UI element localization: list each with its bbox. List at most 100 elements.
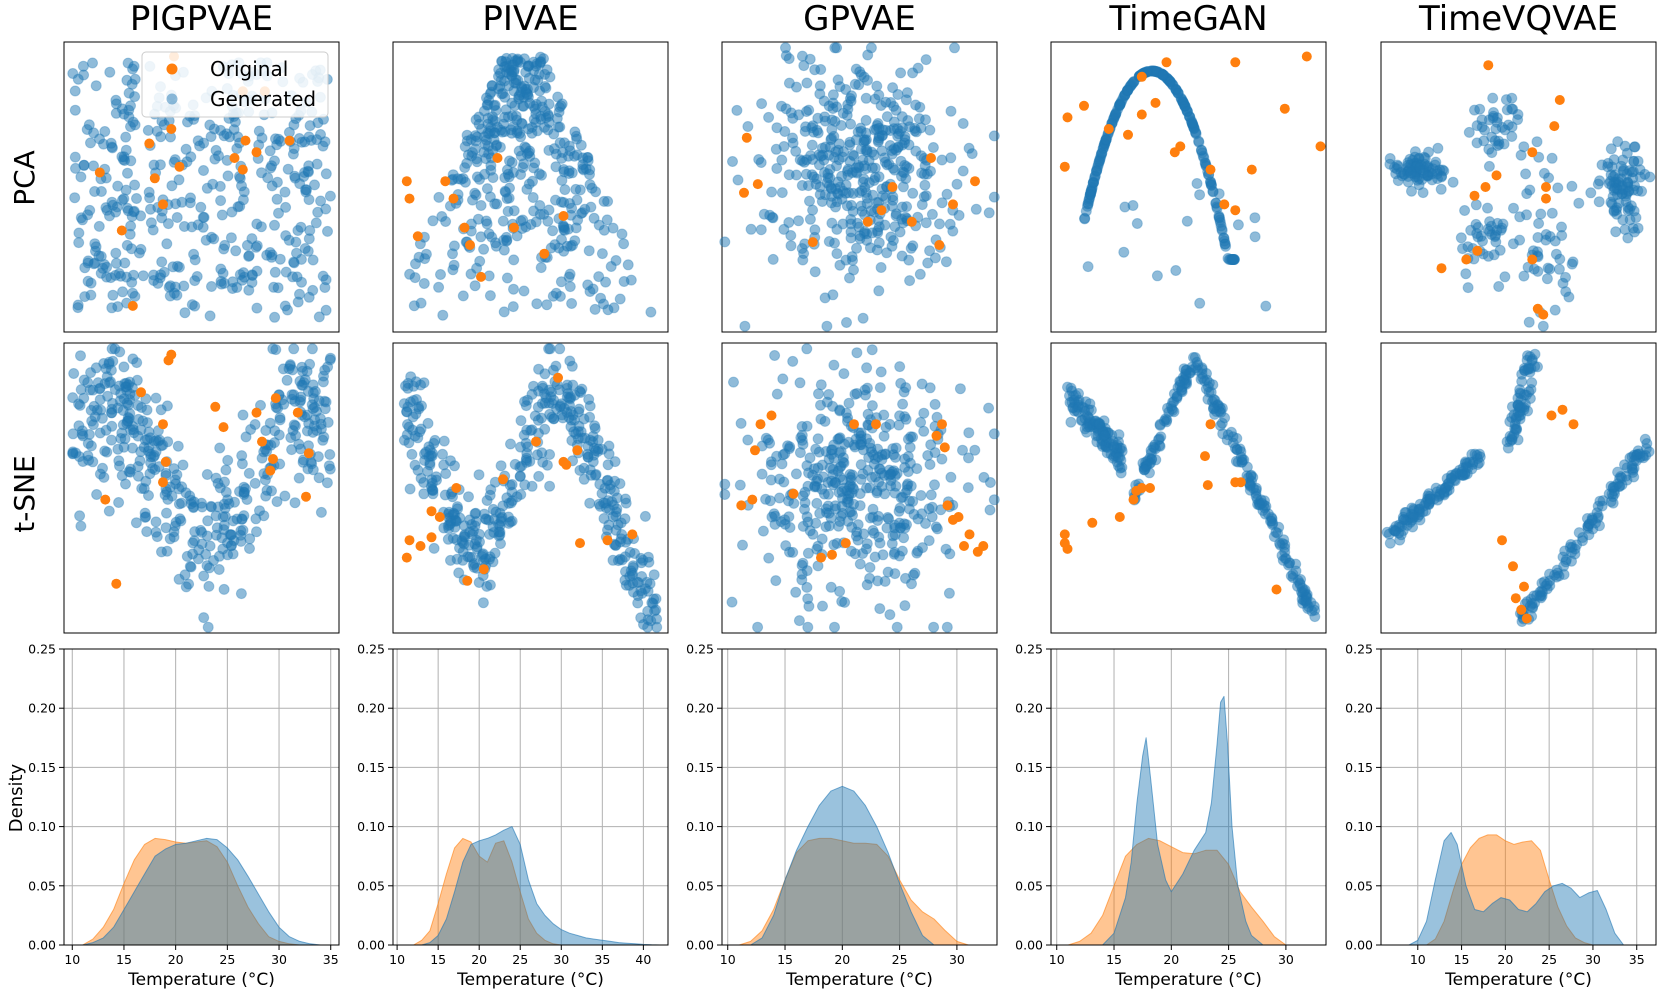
generated-point xyxy=(1436,171,1447,183)
generated-point xyxy=(1506,92,1518,104)
generated-point xyxy=(418,477,430,488)
x-tick-label: 30 xyxy=(1585,952,1601,967)
generated-point xyxy=(908,508,920,520)
original-point xyxy=(1461,254,1472,265)
generated-point xyxy=(899,453,911,465)
generated-point xyxy=(121,415,133,427)
x-tick-label: 25 xyxy=(512,952,528,967)
generated-point xyxy=(586,182,598,194)
generated-point xyxy=(1496,222,1508,234)
generated-point xyxy=(547,225,559,237)
generated-point xyxy=(797,155,808,167)
generated-point xyxy=(228,535,240,547)
generated-point xyxy=(829,621,840,633)
generated-point xyxy=(1567,256,1579,268)
original-point xyxy=(257,436,267,447)
generated-point xyxy=(1501,104,1513,116)
generated-point xyxy=(737,539,748,551)
generated-point xyxy=(854,439,866,451)
original-point xyxy=(1491,170,1502,181)
generated-point xyxy=(473,469,485,481)
generated-point xyxy=(324,449,336,460)
generated-point xyxy=(180,581,192,593)
generated-point xyxy=(901,87,913,99)
generated-point xyxy=(269,219,280,231)
x-tick-label: 20 xyxy=(1163,952,1179,967)
original-point xyxy=(251,147,262,158)
x-tick-label: 25 xyxy=(1541,952,1557,967)
generated-point xyxy=(587,283,599,295)
generated-point xyxy=(834,585,846,597)
generated-point xyxy=(1430,482,1442,494)
generated-point xyxy=(1398,514,1410,526)
generated-point xyxy=(860,127,872,139)
generated-point xyxy=(106,142,118,154)
x-tick-label: 10 xyxy=(1049,952,1065,967)
generated-point xyxy=(238,267,249,279)
generated-point xyxy=(770,575,782,587)
original-point xyxy=(1541,193,1551,204)
generated-point xyxy=(473,577,485,588)
generated-point xyxy=(1538,167,1550,179)
generated-point xyxy=(291,247,302,259)
generated-point xyxy=(897,398,909,410)
generated-point xyxy=(82,437,94,449)
generated-point xyxy=(521,183,533,195)
generated-point xyxy=(837,151,849,163)
generated-point xyxy=(895,155,907,167)
original-point xyxy=(1519,581,1529,592)
generated-point xyxy=(322,225,333,237)
panel-pivae-density: 10 15 20 25 30 35 40 0.00 0.05 0.10 0.15 0.20 0.25 Te… xyxy=(357,642,669,990)
generated-point xyxy=(874,382,886,394)
generated-point xyxy=(110,94,122,106)
generated-point xyxy=(1272,527,1284,539)
y-tick-label: 0.20 xyxy=(1015,701,1043,716)
generated-point xyxy=(841,317,852,328)
generated-point xyxy=(1082,261,1094,273)
generated-point xyxy=(988,130,1000,142)
generated-point xyxy=(821,320,833,332)
generated-point xyxy=(539,423,551,435)
generated-point xyxy=(1249,212,1261,224)
generated-point xyxy=(901,201,913,213)
generated-point xyxy=(295,394,307,406)
generated-point xyxy=(1573,527,1585,539)
generated-point xyxy=(893,505,905,517)
generated-point xyxy=(598,298,609,310)
panels-layer: 10 15 20 25 30 35 0.00 0.05 0.10 0.15 0.20 0.25 Temp… xyxy=(28,41,1657,990)
generated-point xyxy=(1487,92,1499,104)
generated-point xyxy=(1065,416,1077,428)
generated-point xyxy=(543,204,555,216)
original-point xyxy=(434,512,445,522)
generated-point xyxy=(855,473,867,485)
generated-point xyxy=(427,215,439,227)
panel-timevqvae-pca xyxy=(1380,41,1657,333)
generated-point xyxy=(934,218,945,230)
generated-point xyxy=(484,489,496,501)
generated-point xyxy=(172,440,184,452)
generated-point xyxy=(858,160,870,172)
generated-point xyxy=(900,413,912,425)
generated-point xyxy=(273,429,285,441)
generated-point xyxy=(845,118,857,130)
y-tick-label: 0.00 xyxy=(28,938,56,953)
generated-point xyxy=(907,187,919,199)
original-point xyxy=(1483,60,1494,71)
generated-point xyxy=(282,163,294,175)
generated-point xyxy=(495,460,507,472)
generated-point xyxy=(429,434,441,446)
generated-point xyxy=(1535,208,1547,220)
y-tick-label: 0.00 xyxy=(1345,938,1373,953)
generated-point xyxy=(1155,431,1167,443)
generated-point xyxy=(819,111,831,123)
generated-point xyxy=(848,150,860,162)
generated-point xyxy=(418,278,430,289)
generated-point xyxy=(920,217,932,229)
x-tick-label: 20 xyxy=(471,952,487,967)
generated-point xyxy=(463,491,474,503)
generated-point xyxy=(895,377,907,389)
generated-point xyxy=(857,548,869,559)
original-point xyxy=(827,549,837,560)
generated-point xyxy=(498,306,510,318)
generated-point xyxy=(527,192,539,203)
